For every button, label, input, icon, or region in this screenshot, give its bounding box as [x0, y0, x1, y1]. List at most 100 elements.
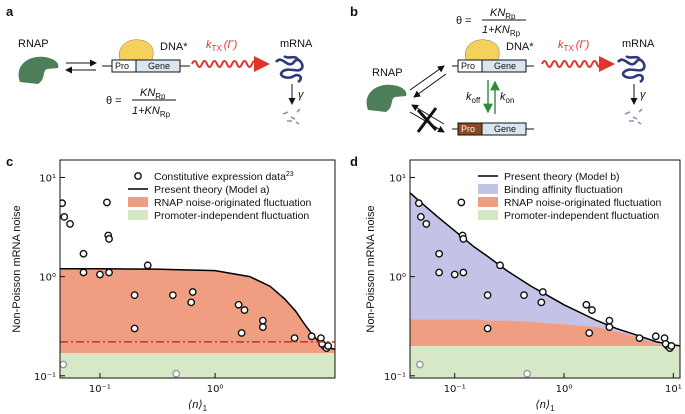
legend-label: Constitutive expression data23 [154, 171, 294, 183]
promoter-label: Pro [115, 61, 129, 71]
point [79, 249, 88, 258]
point [459, 235, 468, 243]
point [234, 300, 243, 309]
axes-frame [59, 159, 336, 379]
point [258, 323, 267, 331]
axes-frame [409, 159, 681, 379]
point [258, 316, 267, 325]
point [523, 369, 532, 378]
point [450, 270, 459, 279]
x-tick-label: 10⁰ [556, 384, 573, 395]
arrow [413, 73, 447, 98]
x-axis-label-sub: 1 [203, 404, 208, 413]
bound-rnap [118, 39, 154, 61]
kon-k: k [500, 91, 506, 103]
legend-label: Promoter-independent fluctuation [504, 210, 659, 222]
point [324, 342, 333, 350]
y-tick-label: 10⁰ [389, 273, 406, 284]
point [188, 288, 197, 296]
gene-box [481, 122, 527, 136]
point [605, 323, 614, 331]
point [79, 268, 88, 277]
mrna-label: mRNA [280, 38, 313, 50]
legend-marker [478, 210, 498, 220]
rate-k: k [206, 39, 212, 51]
legend-label: Present theory (Model b) [504, 171, 620, 183]
koff-sub: off [472, 96, 482, 105]
legend-marker [134, 172, 142, 180]
point [667, 342, 676, 350]
rnap-label: RNAP [18, 38, 49, 50]
point [435, 249, 444, 258]
legend-label: RNAP noise-originated fluctuation [154, 197, 312, 209]
legend-marker [478, 184, 498, 194]
legend-label: Present theory (Model a) [154, 184, 270, 196]
legend-label: Promoter-independent fluctuation [504, 210, 659, 222]
point [237, 329, 246, 337]
plot-area [410, 192, 680, 378]
theta-num: KN [140, 87, 155, 99]
panel-label: a [6, 4, 14, 19]
y-axis-label: Non-Poisson mRNA noise [11, 205, 23, 332]
rnap-icon [18, 56, 59, 84]
rate-label: kTX (Γ) [206, 39, 238, 53]
theta-num: KNRp [490, 7, 516, 21]
point [651, 332, 660, 341]
point [416, 213, 425, 221]
theta-lhs: θ = [456, 15, 472, 27]
theta-den: 1+KNRp [132, 105, 171, 119]
rate-arg: (Γ) [576, 39, 590, 51]
y-tick-label: 10⁻¹ [34, 372, 56, 383]
point [538, 288, 547, 296]
area [60, 352, 335, 378]
blocked-mark [416, 107, 438, 133]
point [290, 334, 299, 342]
area [410, 345, 680, 378]
panel-label: c [6, 154, 13, 169]
point [60, 213, 69, 221]
theta-den: 1+KN [132, 105, 160, 117]
point [130, 291, 139, 300]
legend-label: Present theory (Model a) [154, 184, 270, 196]
point [459, 268, 468, 277]
point [483, 291, 492, 300]
point [103, 198, 111, 207]
point [187, 298, 196, 307]
point [60, 199, 67, 208]
legend-label: RNAP noise-originated fluctuation [154, 197, 312, 209]
point [520, 291, 528, 300]
theta-num-sub: Rp [155, 92, 166, 101]
point [605, 316, 614, 325]
gene-label: Gene [148, 61, 170, 71]
legend-marker [128, 210, 148, 220]
point [240, 306, 249, 314]
bound-rnap [464, 39, 500, 61]
legend-marker [128, 197, 148, 207]
koff-label: koff [466, 91, 481, 105]
point [537, 298, 546, 307]
legend-marker [478, 197, 498, 207]
point [435, 268, 444, 277]
kon-sub: on [506, 96, 515, 105]
theta-den: 1+KN [482, 24, 510, 36]
diagram-a: RNAP Pro Gene DNA* θ = KNRp 1+KNRp kTX (Γ… [18, 38, 313, 125]
gene-box [135, 59, 181, 73]
legend-label: Present theory (Model b) [504, 171, 620, 183]
x-axis-label: ⟨n⟩1 [188, 399, 208, 413]
x-axis-label: ⟨n⟩ [188, 399, 203, 411]
legend-label-sup: 23 [286, 171, 294, 178]
legend-label: Promoter-independent fluctuation [154, 210, 309, 222]
legend-label: Promoter-independent fluctuation [154, 210, 309, 222]
y-tick-label: 10¹ [39, 173, 56, 184]
point [588, 306, 596, 314]
mrna-icon [616, 54, 646, 84]
point [582, 300, 591, 309]
point [415, 360, 424, 369]
legend-label: Constitutive expression data [154, 171, 286, 183]
dna-label: DNA* [160, 41, 188, 53]
point [105, 268, 113, 277]
rate-label: kTX (Γ) [558, 39, 590, 53]
x-tick-label: 10⁰ [207, 384, 224, 395]
decay-label: γ [298, 89, 305, 101]
